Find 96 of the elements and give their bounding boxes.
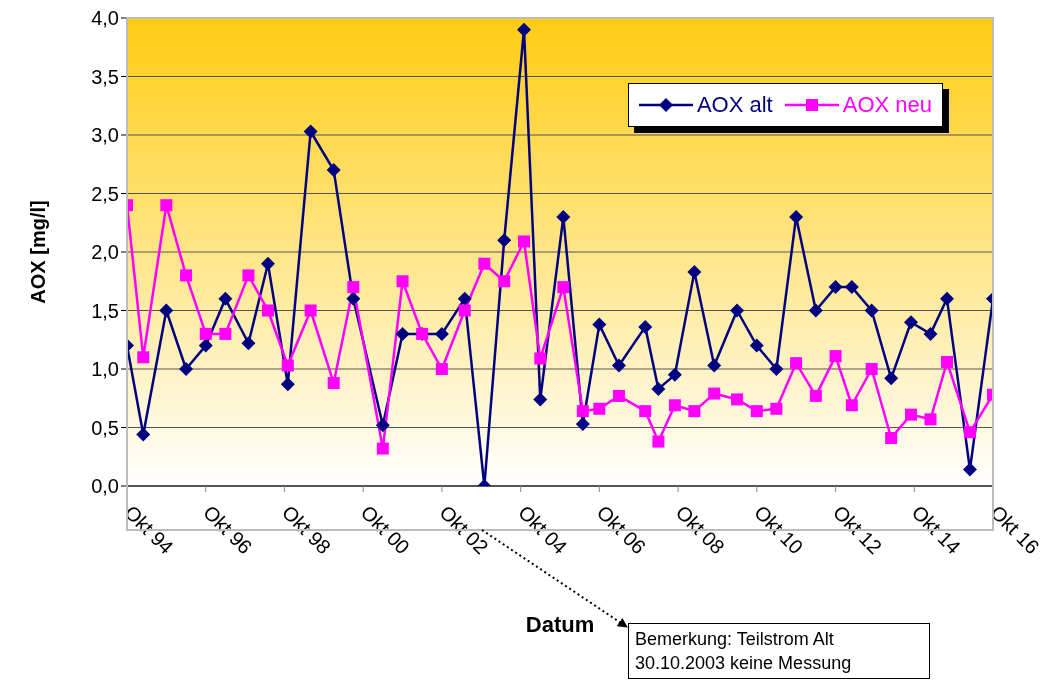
- point: [611, 358, 626, 373]
- point: [845, 399, 858, 412]
- point: [707, 358, 722, 373]
- point: [750, 405, 763, 418]
- point: [199, 327, 212, 340]
- point: [517, 22, 532, 37]
- point: [136, 427, 151, 442]
- point: [639, 405, 652, 418]
- point: [904, 408, 917, 421]
- point: [651, 381, 666, 396]
- point: [346, 291, 361, 306]
- point: [457, 291, 472, 306]
- point: [533, 392, 548, 407]
- point: [593, 402, 606, 415]
- point: [808, 303, 823, 318]
- point: [556, 209, 571, 224]
- point: [903, 315, 918, 330]
- point: [518, 235, 531, 248]
- point: [790, 357, 803, 370]
- point: [497, 233, 512, 248]
- point: [962, 462, 977, 477]
- y-tick-label: 0,0: [91, 475, 119, 498]
- y-tick-label: 3,0: [91, 124, 119, 147]
- point: [260, 256, 275, 271]
- point: [435, 363, 448, 375]
- point: [770, 402, 783, 415]
- text: Bemerkung: Teilstrom Alt 30.10.2003 keine Messung: [628, 623, 930, 679]
- point: [828, 280, 843, 295]
- y-tick-label: 2,0: [91, 241, 119, 264]
- point: [557, 281, 570, 294]
- legend-label: AOX neu: [842, 92, 932, 118]
- point: [218, 291, 233, 306]
- point: [652, 435, 665, 448]
- point: [180, 269, 193, 282]
- y-tick-label: 1,5: [91, 299, 119, 322]
- point: [478, 257, 491, 270]
- point: [159, 303, 174, 318]
- point: [864, 303, 879, 318]
- point: [498, 275, 511, 288]
- point: [347, 281, 360, 294]
- point: [241, 336, 256, 351]
- point: [575, 416, 590, 431]
- y-tick-label: 2,5: [91, 182, 119, 205]
- point: [688, 405, 701, 418]
- point: [749, 338, 764, 353]
- point: [940, 355, 953, 368]
- point: [865, 363, 878, 375]
- y-tick-label: 4,0: [91, 7, 119, 30]
- point: [160, 199, 173, 212]
- point: [592, 317, 607, 332]
- point: [885, 432, 898, 445]
- point: [668, 399, 681, 412]
- y-tick-label: 3,5: [91, 65, 119, 88]
- point: [261, 304, 274, 317]
- point: [326, 163, 341, 178]
- point: [829, 350, 842, 363]
- point: [137, 351, 150, 364]
- point: [303, 124, 318, 139]
- point: [844, 280, 859, 295]
- point: [327, 377, 340, 390]
- point: [731, 393, 744, 406]
- point: [280, 377, 295, 392]
- point: [612, 389, 625, 402]
- point: [730, 303, 745, 318]
- point: [396, 275, 409, 288]
- point: [375, 418, 390, 433]
- point: [219, 327, 232, 340]
- y-tick-label: 0,5: [91, 416, 119, 439]
- x-tick-label: Okt 02: [435, 501, 493, 559]
- point: [923, 326, 938, 341]
- point: [576, 405, 589, 418]
- point: [458, 304, 471, 317]
- point: [179, 362, 194, 376]
- point: [809, 389, 822, 402]
- point: [708, 387, 721, 400]
- point: [939, 291, 954, 306]
- point: [963, 426, 976, 439]
- point: [198, 338, 213, 353]
- point: [395, 326, 410, 341]
- point: [924, 413, 937, 426]
- point: [769, 362, 784, 376]
- y-axis-title: AOX [mg/l]: [27, 200, 50, 304]
- x-axis-title: Datum: [525, 612, 595, 637]
- point: [304, 304, 317, 317]
- point: [434, 326, 449, 341]
- point: [667, 367, 682, 382]
- point: [376, 442, 389, 455]
- point: [534, 352, 547, 365]
- point: [242, 269, 255, 282]
- point: [638, 319, 653, 334]
- y-tick-label: 1,0: [91, 358, 119, 381]
- point: [789, 209, 804, 224]
- legend-label: AOX alt: [696, 92, 773, 118]
- point: [687, 264, 702, 279]
- point: [884, 371, 899, 386]
- point: [281, 359, 294, 372]
